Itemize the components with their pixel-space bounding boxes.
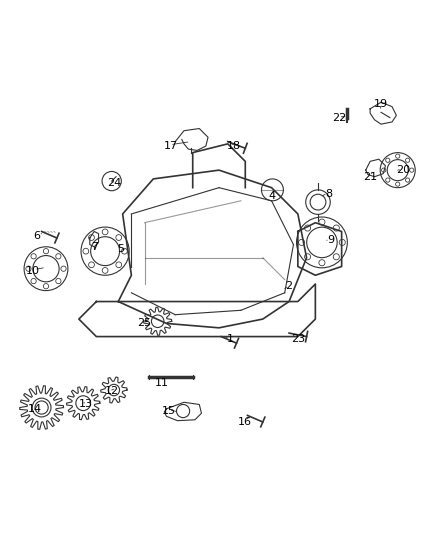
Text: 1: 1 <box>226 334 233 344</box>
Text: 18: 18 <box>227 141 241 151</box>
Text: 5: 5 <box>117 244 124 254</box>
Text: 8: 8 <box>325 189 332 199</box>
Text: 16: 16 <box>238 417 252 427</box>
Text: 6: 6 <box>34 231 41 241</box>
Text: 23: 23 <box>291 334 305 344</box>
Text: 20: 20 <box>396 165 410 175</box>
Text: 19: 19 <box>374 100 388 109</box>
Text: 4: 4 <box>268 191 275 201</box>
Text: 9: 9 <box>327 235 334 245</box>
Text: 17: 17 <box>164 141 178 151</box>
Text: 13: 13 <box>78 399 92 409</box>
Text: 12: 12 <box>105 386 119 397</box>
Text: 22: 22 <box>332 112 346 123</box>
Text: 10: 10 <box>26 266 40 276</box>
Text: 2: 2 <box>286 281 293 291</box>
Text: 21: 21 <box>363 172 377 182</box>
Text: 7: 7 <box>91 242 98 252</box>
Text: 15: 15 <box>162 406 176 416</box>
Text: 25: 25 <box>138 318 152 328</box>
Text: 11: 11 <box>155 377 169 387</box>
Text: 14: 14 <box>28 404 42 414</box>
Text: 24: 24 <box>107 178 121 188</box>
